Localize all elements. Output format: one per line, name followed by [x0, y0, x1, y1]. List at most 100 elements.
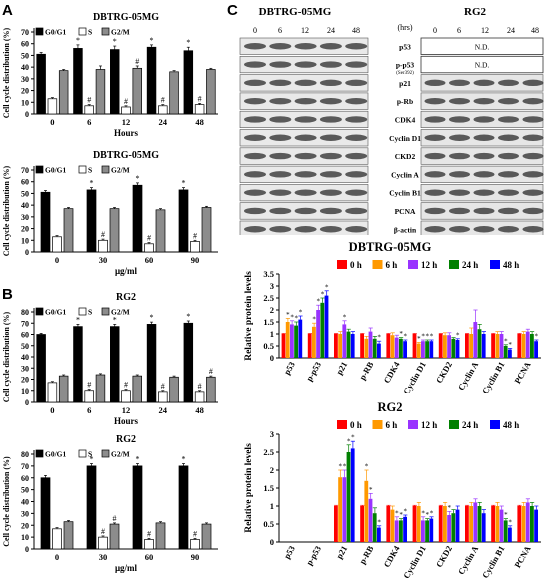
blot-band	[345, 61, 368, 68]
blot-protein-label: Cyclin D1	[389, 134, 421, 143]
y-tick-label: 60	[21, 40, 29, 49]
x-tick-label: p-p53	[304, 544, 323, 567]
blot-band	[449, 189, 470, 196]
legend-label: 48 h	[503, 420, 519, 430]
significance-mark: #	[161, 96, 165, 105]
bar-0h	[412, 334, 417, 358]
x-tick-label: 6	[87, 117, 91, 127]
blot-band	[449, 97, 470, 105]
bar-12h	[499, 334, 504, 358]
blot-nd-label: N.D.	[475, 42, 490, 51]
blot-band	[449, 152, 470, 160]
bar-s	[52, 236, 62, 253]
y-tick-label: 80	[21, 450, 29, 459]
x-tick-label: 12	[122, 405, 131, 415]
bar-12h	[447, 335, 451, 358]
bar-12h	[342, 324, 347, 358]
bar-48h	[508, 349, 512, 358]
bar-6h	[495, 334, 500, 358]
blot-band	[473, 134, 495, 141]
y-axis-label: Relative protein levels	[244, 443, 254, 533]
significance-mark: *	[421, 333, 425, 341]
blot-band	[269, 61, 292, 68]
bar-0h	[491, 506, 495, 542]
blot-band	[319, 61, 342, 68]
blot-band	[269, 134, 292, 141]
western-blot-panel: DBTRG-05MG RG2 (hrs) 0 6 12 24 48 0 6 12…	[239, 6, 544, 235]
significance-mark: *	[456, 331, 460, 339]
x-tick-label: 48	[195, 405, 204, 415]
y-tick-label: 40	[21, 353, 29, 362]
legend-swatch	[35, 449, 44, 458]
y-tick-label: 50	[21, 51, 29, 60]
y-tick-label: 1.5	[263, 483, 274, 493]
x-tick-label: 0	[50, 117, 54, 127]
bar-g2m	[155, 209, 166, 253]
y-tick-label: 50	[21, 189, 29, 198]
y-tick-label: 0.5	[263, 341, 274, 351]
legend-label: G2/M	[111, 450, 130, 459]
blot-band	[319, 116, 342, 123]
blot-band	[498, 79, 519, 87]
blot-band	[345, 134, 368, 141]
y-tick-label: 0	[25, 110, 29, 119]
blot-band	[294, 171, 317, 178]
y-tick-label: 70	[21, 28, 29, 37]
chart-title: RG2	[116, 434, 136, 445]
legend-swatch	[78, 307, 87, 316]
cell-cycle-chart-rg2-dose: RG2 G0/G1 S G2/M 0 10 20 30 40 50 60 70 80 Cell cycle…	[2, 434, 218, 573]
significance-mark: *	[317, 298, 321, 306]
blot-title-rg2: RG2	[464, 6, 487, 18]
blot-band	[498, 207, 519, 215]
bar-48h	[350, 334, 355, 358]
significance-mark: #	[193, 529, 197, 538]
legend-swatch	[449, 420, 459, 429]
blot-band	[319, 97, 342, 105]
blot-band	[473, 116, 495, 123]
bar-s	[121, 390, 131, 403]
blot-band	[522, 116, 544, 123]
bar-s	[52, 528, 62, 550]
significance-mark: *	[186, 38, 190, 47]
panel-label-a: A	[2, 2, 13, 19]
bar-0h	[307, 334, 312, 358]
blot-band	[244, 61, 266, 68]
bar-g2m	[155, 522, 166, 550]
blot-band	[424, 152, 446, 160]
significance-mark: *	[404, 508, 408, 516]
blot-nd-label: N.D.	[475, 61, 490, 70]
bar-24h	[477, 329, 482, 358]
chart-title: DBTRG-05MG	[93, 12, 159, 23]
blot-protein-label: PCNA	[395, 207, 416, 216]
legend-label: G0/G1	[45, 308, 67, 317]
legend-label: 12 h	[421, 260, 437, 270]
blot-band	[269, 43, 292, 50]
y-axis-label: Cell cycle distribution (%)	[2, 27, 11, 118]
bar-6h	[312, 326, 316, 358]
bar-g0g1	[86, 189, 97, 253]
blot-band	[522, 152, 544, 160]
blot-band	[449, 134, 470, 141]
bar-0h	[438, 334, 443, 358]
legend-label: 6 h	[386, 420, 398, 430]
significance-mark: *	[76, 36, 80, 45]
chart-title: DBTRG-05MG	[93, 150, 159, 161]
significance-mark: *	[365, 463, 369, 471]
bar-g2m	[132, 375, 142, 403]
blot-band	[345, 43, 368, 50]
protein-chart-rg2: RG2 0 h 6 h 12 h 24 h 48 h 0 0.5 1 1.5 2 2.5 3 Relati…	[244, 400, 541, 580]
blot-band	[244, 116, 266, 123]
significance-mark: *	[343, 463, 347, 471]
x-tick-label: 12	[122, 117, 131, 127]
blot-band	[319, 43, 342, 50]
significance-mark: *	[421, 509, 425, 517]
blot-band	[498, 226, 519, 233]
x-tick-label: 60	[145, 552, 154, 562]
significance-mark: *	[186, 312, 190, 321]
bar-48h	[481, 513, 486, 542]
bar-12h	[447, 515, 451, 542]
bar-12h	[499, 509, 504, 542]
blot-band	[473, 171, 495, 178]
x-tick-label: Cyclin A	[456, 543, 481, 576]
